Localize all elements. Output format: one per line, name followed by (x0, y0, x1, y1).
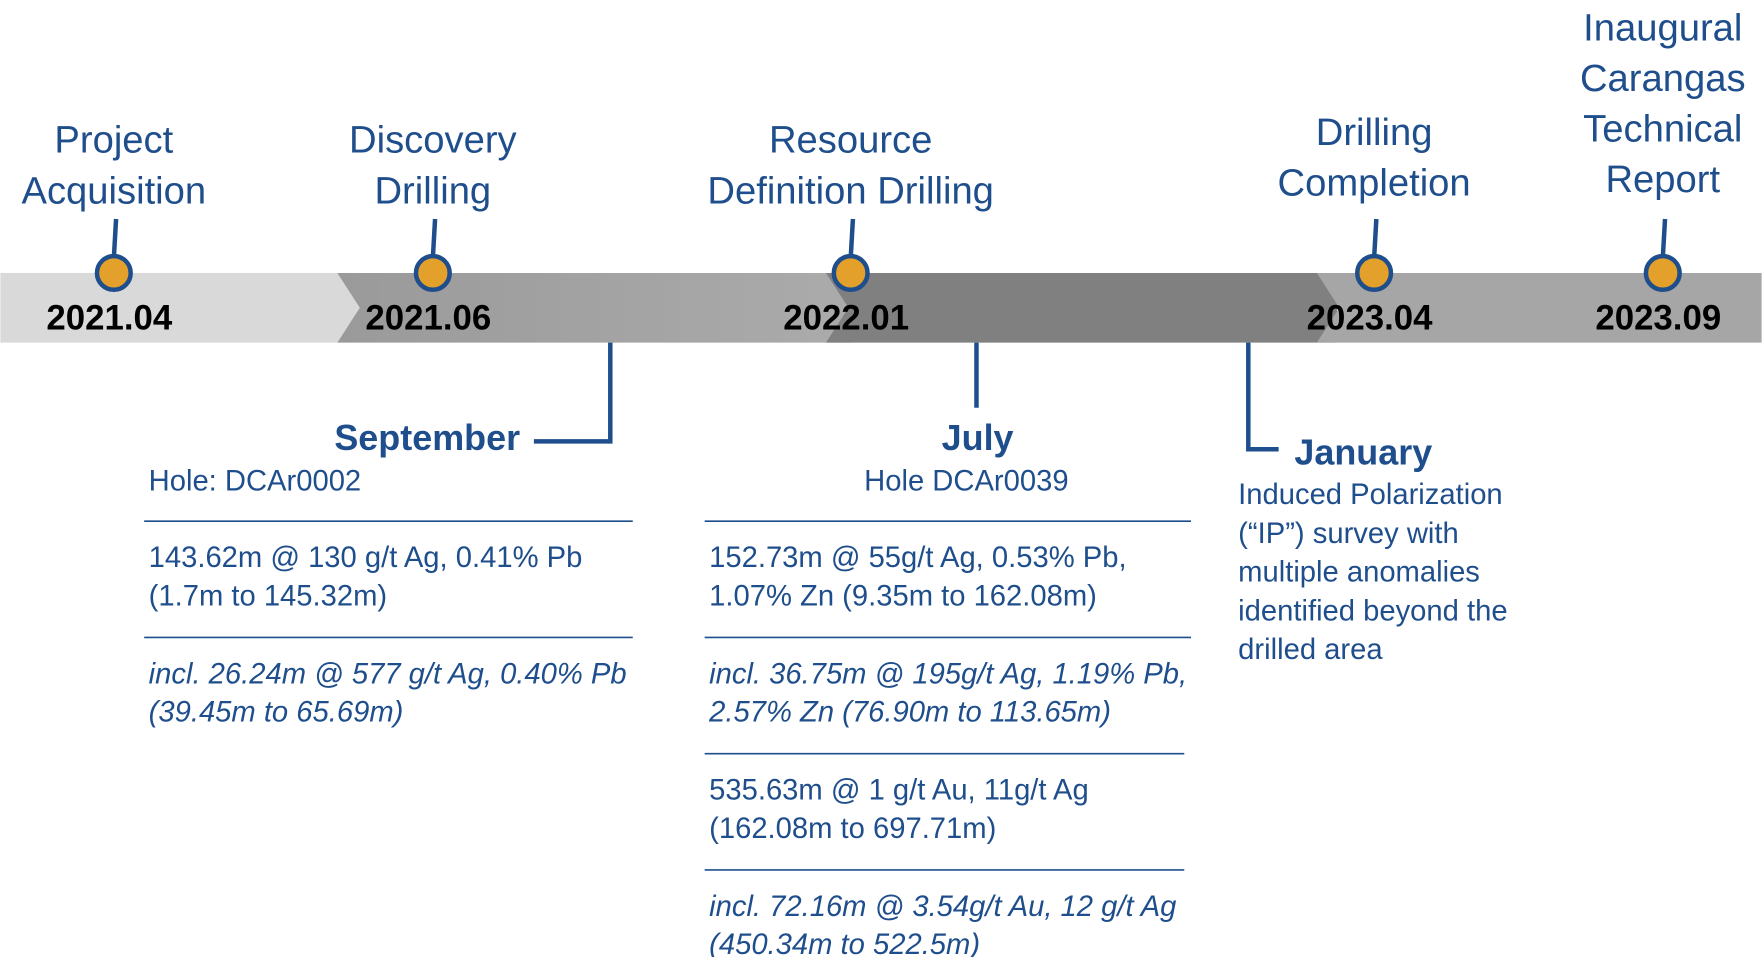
result-line: 2.57% Zn (76.90m to 113.65m) (708, 697, 1111, 729)
milestone-date: 2021.04 (46, 298, 172, 337)
milestone-stem (848, 218, 856, 259)
event-title: July (942, 417, 1014, 458)
milestone-label: Carangas (1580, 57, 1746, 100)
milestone-label: Acquisition (21, 169, 206, 212)
connectors (533, 342, 1279, 452)
connector (1246, 342, 1279, 452)
milestone-label: Technical (1583, 108, 1742, 151)
milestone-dot (1355, 253, 1394, 293)
milestone-label: Report (1605, 158, 1720, 201)
result-line: incl. 26.24m @ 577 g/t Ag, 0.40% Pb (149, 658, 627, 690)
result-line: incl. 36.75m @ 195g/t Ag, 1.19% Pb, (709, 658, 1187, 690)
event-description: (“IP”) survey with (1238, 518, 1459, 550)
band-segment (0, 272, 360, 343)
milestone-stem (430, 218, 438, 259)
result-line: (1.7m to 145.32m) (149, 580, 387, 612)
result-line: 152.73m @ 55g/t Ag, 0.53% Pb, (709, 542, 1126, 574)
event-title: September (334, 417, 520, 458)
milestone-label: Project (54, 119, 173, 162)
milestone-label: Discovery (349, 119, 518, 162)
result-line: 143.62m @ 130 g/t Ag, 0.41% Pb (149, 542, 583, 574)
milestone-stem (111, 218, 119, 259)
milestone-label: Drilling (374, 169, 491, 212)
event-title: January (1294, 431, 1432, 472)
result-line: 1.07% Zn (9.35m to 162.08m) (709, 580, 1097, 612)
milestone-stem (1660, 218, 1668, 259)
event-description: multiple anomalies (1238, 557, 1480, 589)
milestone-dot (1643, 253, 1682, 293)
milestone-label: Definition Drilling (707, 169, 994, 212)
milestone-date: 2023.09 (1595, 298, 1721, 337)
milestone-dot (413, 253, 452, 293)
milestone-label: Drilling (1316, 111, 1433, 154)
milestone-label: Resource (769, 119, 932, 162)
milestone-date: 2022.01 (783, 298, 909, 337)
result-line: incl. 72.16m @ 3.54g/t Au, 12 g/t Ag (709, 891, 1176, 923)
event-hole: Hole: DCAr0002 (149, 466, 362, 498)
milestone-dot (831, 253, 870, 293)
milestone-label: Completion (1278, 161, 1471, 204)
result-line: (162.08m to 697.71m) (709, 813, 996, 845)
milestone-label: Inaugural (1583, 6, 1742, 49)
event-description: Induced Polarization (1238, 479, 1502, 511)
event-hole: Hole DCAr0039 (864, 466, 1068, 498)
band-segment (337, 272, 855, 343)
result-line: 535.63m @ 1 g/t Au, 11g/t Ag (709, 775, 1089, 807)
connector (533, 342, 613, 444)
result-line: (450.34m to 522.5m) (709, 929, 980, 957)
band-segment (1316, 272, 1762, 343)
milestone-date: 2021.06 (365, 298, 491, 337)
event-description: drilled area (1238, 634, 1383, 666)
band-segment (825, 272, 1338, 343)
milestone-dot (94, 253, 133, 293)
milestone-stem (1371, 218, 1379, 259)
result-line: (39.45m to 65.69m) (149, 697, 404, 729)
event-description: identified beyond the (1238, 595, 1507, 627)
milestone-date: 2023.04 (1307, 298, 1433, 337)
